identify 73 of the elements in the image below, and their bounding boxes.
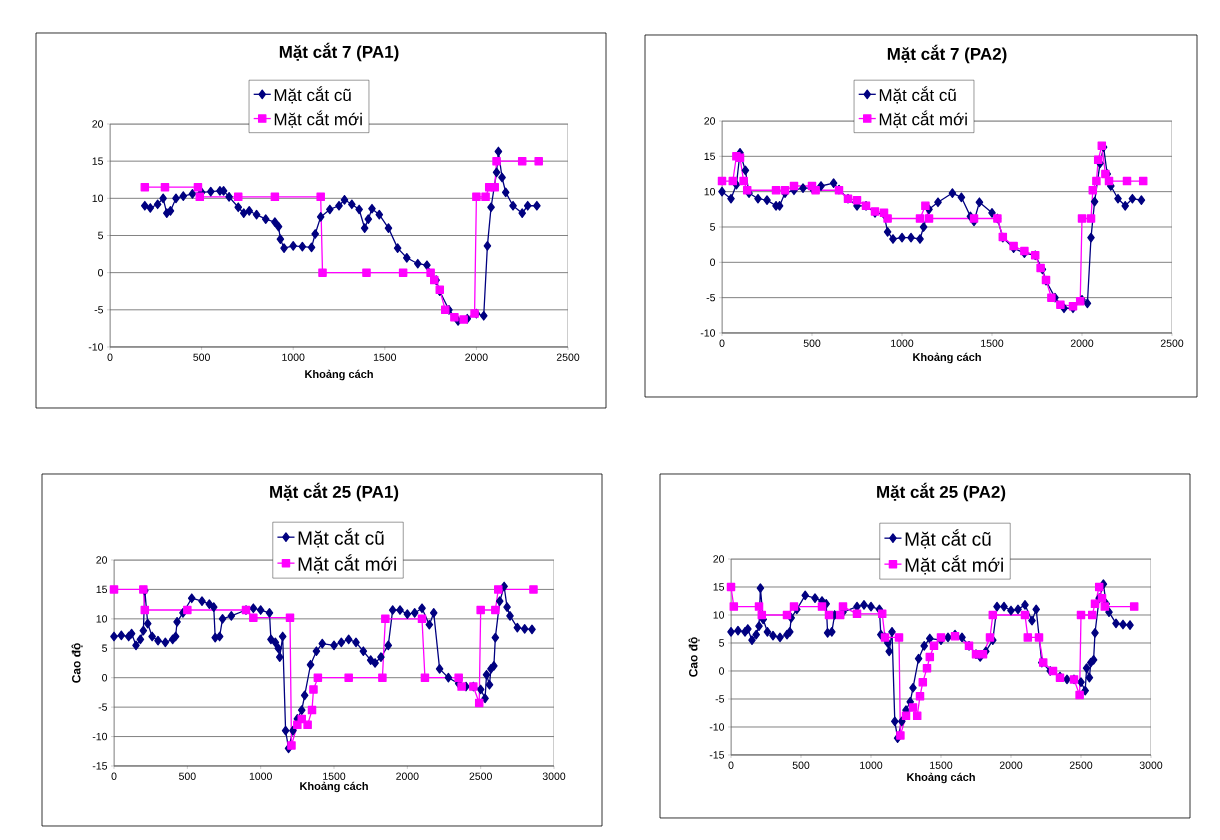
y-tick-label: 15 <box>92 157 104 165</box>
x-tick-label: 1000 <box>249 772 272 780</box>
x-tick-label: 500 <box>179 772 196 780</box>
y-tick-label: -10 <box>88 343 104 351</box>
y-tick-label: -5 <box>94 306 104 314</box>
y-tick-label: 10 <box>704 187 716 196</box>
legend-label: Mặt cắt cũ <box>905 529 991 549</box>
y-axis-title: Cao độ <box>688 637 700 677</box>
x-tick-label: 1000 <box>860 761 883 769</box>
y-tick-label: -5 <box>706 294 716 302</box>
y-tick-label: 0 <box>102 673 108 682</box>
x-tick-label: 0 <box>107 353 113 361</box>
x-axis-title: Khoảng cách <box>300 781 368 793</box>
x-tick-label: 2000 <box>396 772 419 780</box>
x-axis-title: Khoảng cách <box>907 772 975 784</box>
y-tick-label: 15 <box>713 583 725 591</box>
y-tick-label: -5 <box>98 703 108 711</box>
x-tick-label: 1500 <box>323 772 346 780</box>
y-tick-label: 15 <box>704 152 716 160</box>
x-tick-label: 3000 <box>542 772 566 780</box>
y-tick-label: 5 <box>719 639 725 647</box>
y-tick-label: -10 <box>92 732 108 741</box>
chart-title: Mặt cắt 25 (PA2) <box>877 482 1006 502</box>
legend-label: Mặt cắt cũ <box>274 86 351 104</box>
x-tick-label: 2500 <box>469 772 492 780</box>
y-tick-label: -10 <box>700 329 716 337</box>
chart-title: Mặt cắt 25 (PA1) <box>270 482 399 502</box>
y-tick-label: 10 <box>96 615 108 623</box>
x-axis-title: Khoảng cách <box>913 352 981 364</box>
y-tick-label: 15 <box>96 585 108 594</box>
x-tick-label: 2000 <box>465 353 488 361</box>
legend-label: Mặt cắt cũ <box>879 86 956 104</box>
legend-label: Mặt cắt cũ <box>298 528 384 548</box>
chart-title: Mặt cắt 7 (PA2) <box>887 44 1007 64</box>
x-tick-label: 2500 <box>1069 761 1093 769</box>
legend-label: Mặt cắt mới <box>298 554 396 574</box>
x-tick-label: 0 <box>111 772 117 780</box>
y-tick-label: 5 <box>102 644 108 652</box>
y-tick-label: 5 <box>710 223 716 231</box>
chart-title: Mặt cắt 7 (PA1) <box>279 42 399 62</box>
x-tick-label: 1500 <box>981 339 1004 347</box>
y-tick-label: 20 <box>713 555 725 563</box>
legend-label: Mặt cắt mới <box>905 555 1003 575</box>
y-tick-label: 0 <box>719 667 725 675</box>
y-tick-label: 20 <box>96 556 108 564</box>
y-tick-label: 20 <box>704 117 716 125</box>
y-tick-label: 5 <box>98 231 104 240</box>
x-tick-label: 2500 <box>556 353 580 361</box>
y-tick-label: -15 <box>92 762 108 770</box>
y-tick-label: -15 <box>709 751 725 759</box>
x-tick-label: 1500 <box>373 353 397 361</box>
x-tick-label: 1000 <box>282 353 305 361</box>
y-tick-label: -5 <box>715 695 725 703</box>
x-tick-label: 2500 <box>1160 339 1184 347</box>
y-tick-label: 0 <box>710 258 716 267</box>
y-tick-label: 10 <box>92 194 104 203</box>
legend-label: Mặt cắt mới <box>879 110 967 128</box>
x-tick-label: 1000 <box>891 339 914 347</box>
x-tick-label: 500 <box>803 339 821 347</box>
y-tick-label: -10 <box>709 723 725 731</box>
x-tick-label: 1500 <box>930 761 953 769</box>
x-tick-label: 3000 <box>1139 761 1163 769</box>
x-tick-label: 2000 <box>1070 339 1094 347</box>
x-tick-label: 500 <box>792 761 810 769</box>
x-tick-label: 2000 <box>999 761 1023 769</box>
x-tick-label: 0 <box>728 761 734 769</box>
x-axis-title: Khoảng cách <box>305 369 373 381</box>
y-tick-label: 0 <box>98 268 104 277</box>
y-tick-label: 20 <box>92 120 104 128</box>
y-axis-title: Cao độ <box>71 643 83 683</box>
y-tick-label: 10 <box>713 611 725 619</box>
legend-label: Mặt cắt mới <box>274 110 362 128</box>
x-tick-label: 500 <box>193 353 210 361</box>
